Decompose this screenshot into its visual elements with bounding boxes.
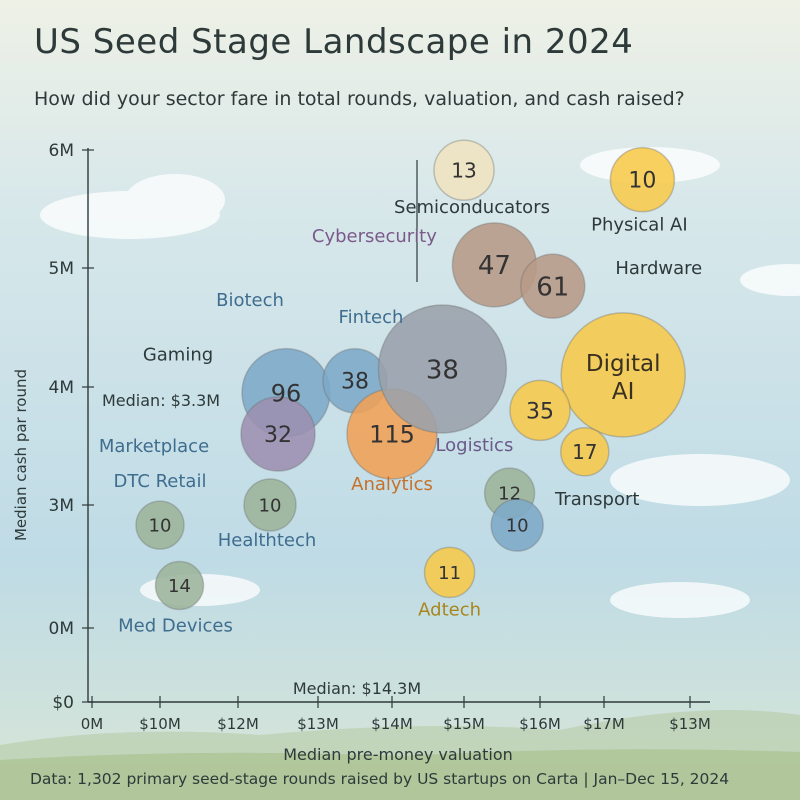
bubble-count-label: 14 xyxy=(168,576,191,597)
bubble xyxy=(154,560,205,611)
median-x-label: Median: $14.3M xyxy=(293,679,421,698)
bubble xyxy=(560,312,686,438)
bubble-name-label: DTC Retail xyxy=(114,471,207,492)
data-source-footer: Data: 1,302 primary seed-stage rounds ra… xyxy=(30,770,730,788)
bubble xyxy=(433,139,495,201)
bubble xyxy=(377,304,508,434)
bubble-name-label: Fintech xyxy=(339,307,404,328)
x-tick-label: $14M xyxy=(371,715,413,733)
bubble xyxy=(560,427,610,477)
y-tick-label: 6M xyxy=(49,141,74,161)
x-tick-label: $15M xyxy=(443,715,485,733)
bubble-count-label: 35 xyxy=(526,399,554,424)
bubble xyxy=(509,379,571,442)
x-tick-label: $17M xyxy=(583,715,625,733)
median-y-label: Median: $3.3M xyxy=(102,391,220,410)
bubble-name-label: AI xyxy=(612,379,635,405)
bubble xyxy=(135,500,185,550)
bubble-name-label: Hardware xyxy=(615,258,702,279)
bubble xyxy=(240,396,316,472)
bubble-count-label: 61 xyxy=(536,273,569,303)
bubble-count-label: 17 xyxy=(572,440,597,464)
bubble-count-label: 10 xyxy=(628,169,656,194)
x-tick-label: $13M xyxy=(297,715,339,733)
page-subtitle: How did your sector fare in total rounds… xyxy=(34,88,685,110)
bubble-name-label: Physical AI xyxy=(591,215,688,236)
bubble-name-label: Digital xyxy=(586,351,661,377)
y-tick-label: $0 xyxy=(52,693,74,713)
bubble-count-label: 47 xyxy=(478,251,511,281)
y-axis-title: Median cash par round xyxy=(12,369,30,541)
y-tick-label: 3M xyxy=(49,496,74,516)
page-title: US Seed Stage Landscape in 2024 xyxy=(34,22,634,62)
bubble-count-label: 13 xyxy=(451,158,476,182)
bubble-name-label: Transport xyxy=(554,489,639,510)
bubble xyxy=(520,253,586,319)
bubble-count-label: 32 xyxy=(264,423,292,448)
bubble-name-label: Semiconducators xyxy=(394,197,550,218)
chart-labels: 96 Gaming 38 Fintech 32 Marketplace 115 Analyti… xyxy=(99,158,702,636)
x-tick-label: 0M xyxy=(81,715,104,733)
bubble-count-label: 10 xyxy=(506,516,529,537)
bubble-name-label: Adtech xyxy=(418,599,481,620)
bubble-name-label: Logistics xyxy=(435,435,513,456)
bubble-count-label: 38 xyxy=(426,355,459,385)
y-tick-label: 5M xyxy=(49,259,74,279)
median-guides: Median: $14.3M Median: $3.3M xyxy=(102,160,421,698)
bubble-count-label: 115 xyxy=(369,421,415,449)
bubble-count-label: 10 xyxy=(149,516,172,537)
sector-label-biotech: Biotech xyxy=(216,290,284,311)
x-axis-title: Median pre-money valuation xyxy=(283,745,513,764)
bubble-name-label: Med Devices xyxy=(118,615,233,636)
bubble xyxy=(243,478,297,532)
bubble xyxy=(490,498,544,552)
bubble-name-label: Analytics xyxy=(351,474,433,495)
bubble-count-label: 10 xyxy=(259,495,282,516)
bubble-count-label: 96 xyxy=(271,379,302,407)
bubble xyxy=(609,146,676,213)
bubble-count-label: 38 xyxy=(341,370,369,395)
chart-axes: $0 0M 3M 4M 5M 6M 0M $10M $12M $13M $14M $15M $16M $1… xyxy=(12,141,711,764)
chart-bubbles xyxy=(135,139,686,611)
bubble-name-label: Healthtech xyxy=(218,530,317,551)
bubble-name-label: Gaming xyxy=(143,345,213,366)
bubble-count-label: 12 xyxy=(498,484,521,505)
x-tick-label: $13M xyxy=(669,715,711,733)
x-tick-label: $16M xyxy=(519,715,561,733)
bubble xyxy=(423,546,476,599)
bubble-count-label: 11 xyxy=(438,563,461,584)
y-tick-label: 4M xyxy=(49,378,74,398)
bubble-name-label: Cybersecurity xyxy=(312,226,437,247)
x-tick-label: $12M xyxy=(217,715,259,733)
y-tick-label: 0M xyxy=(49,619,74,639)
bubble-name-label: Marketplace xyxy=(99,436,209,457)
x-tick-label: $10M xyxy=(139,715,181,733)
